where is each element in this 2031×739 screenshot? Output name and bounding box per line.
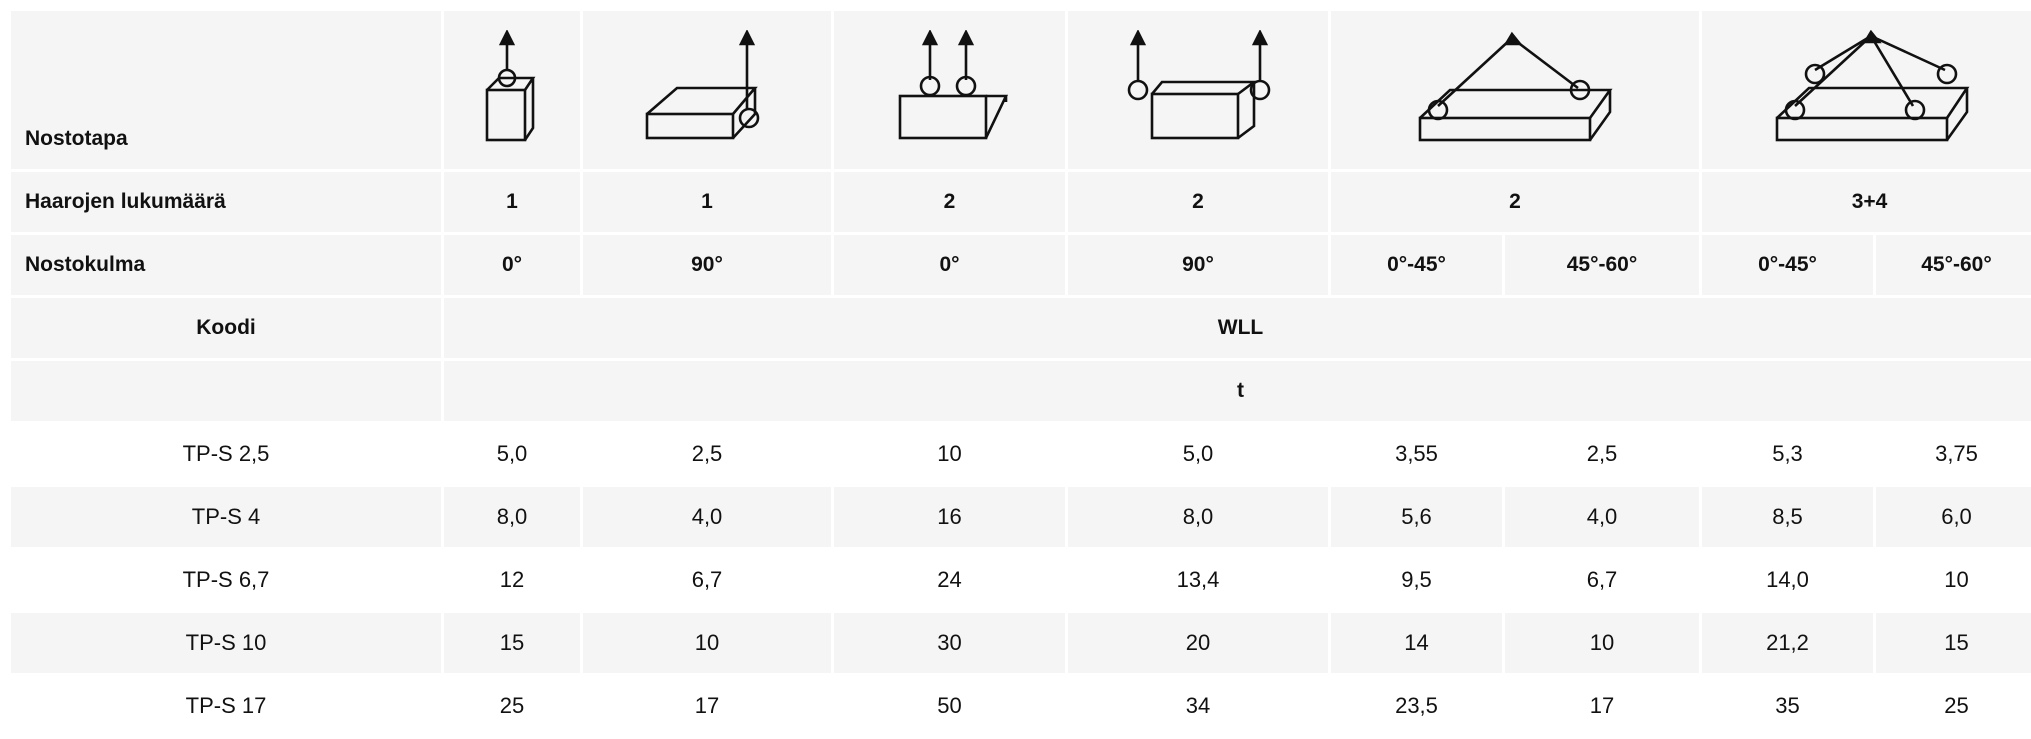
wll-value: 15 [1876,613,2031,673]
wll-value: 8,0 [1068,487,1328,547]
wll-value: 5,6 [1331,487,1502,547]
icon-cell [1068,11,1328,169]
wll-value: 3,55 [1331,424,1502,484]
unit-label: t [444,361,2031,421]
wll-value: 9,5 [1331,550,1502,610]
wll-value: 5,0 [1068,424,1328,484]
wll-value: 10 [1876,550,2031,610]
wll-value: 10 [583,613,831,673]
page: Nostotapa Haarojen lukumäärä 1 1 2 2 2 3+4 Nos… [25,30,1992,718]
legs-count: 3+4 [1702,172,2031,232]
wll-value: 8,0 [444,487,580,547]
wll-label: WLL [444,298,2031,358]
angle: 90° [1068,235,1328,295]
legs-label: Haarojen lukumäärä [11,172,441,232]
wll-value: 24 [834,550,1065,610]
code: TP-S 17 [11,676,441,736]
data-row: TP-S 17 25 17 50 34 23,5 17 35 25 [11,676,2031,736]
icon-cell [583,11,831,169]
icon [1127,30,1271,140]
wll-value: 2,5 [1505,424,1699,484]
legs-count: 2 [1331,172,1699,232]
angle: 45°-60° [1505,235,1699,295]
angle: 90° [583,235,831,295]
wll-value: 6,7 [1505,550,1699,610]
code-label: Koodi [11,298,441,358]
icon [1418,31,1613,142]
wll-value: 6,0 [1876,487,2031,547]
wll-value: 25 [444,676,580,736]
code-row: Koodi WLL [11,298,2031,358]
wll-value: 8,5 [1702,487,1873,547]
wll-value: 2,5 [583,424,831,484]
icon-cell [834,11,1065,169]
code: TP-S 4 [11,487,441,547]
icon [645,30,760,140]
angle: 0° [444,235,580,295]
unit-row: t [11,361,2031,421]
wll-value: 25 [1876,676,2031,736]
angle: 0°-45° [1702,235,1873,295]
data-row: TP-S 2,5 5,0 2,5 10 5,0 3,55 2,5 5,3 3,75 [11,424,2031,484]
wll-value: 3,75 [1876,424,2031,484]
angle: 0°-45° [1331,235,1502,295]
legs-count: 1 [583,172,831,232]
icon-cell [444,11,580,169]
angle: 0° [834,235,1065,295]
legs-count: 1 [444,172,580,232]
empty-cell [11,361,441,421]
wll-value: 4,0 [583,487,831,547]
wll-value: 50 [834,676,1065,736]
wll-value: 17 [1505,676,1699,736]
wll-value: 10 [834,424,1065,484]
icon [485,30,536,142]
data-row: TP-S 4 8,0 4,0 16 8,0 5,6 4,0 8,5 6,0 [11,487,2031,547]
wll-value: 16 [834,487,1065,547]
load-table: Nostotapa Haarojen lukumäärä 1 1 2 2 2 3+4 Nos… [8,8,2031,739]
wll-value: 23,5 [1331,676,1502,736]
legs-count: 2 [1068,172,1328,232]
code: TP-S 10 [11,613,441,673]
data-row: TP-S 6,7 12 6,7 24 13,4 9,5 6,7 14,0 10 [11,550,2031,610]
icon [898,30,1008,140]
code: TP-S 2,5 [11,424,441,484]
wll-value: 10 [1505,613,1699,673]
legs-row: Haarojen lukumäärä 1 1 2 2 2 3+4 [11,172,2031,232]
wll-value: 35 [1702,676,1873,736]
wll-value: 15 [444,613,580,673]
wll-value: 4,0 [1505,487,1699,547]
method-label: Nostotapa [11,11,441,169]
wll-value: 14 [1331,613,1502,673]
icon-cell [1331,11,1699,169]
wll-value: 21,2 [1702,613,1873,673]
icon [1775,30,1969,142]
wll-value: 34 [1068,676,1328,736]
angle-row: Nostokulma 0° 90° 0° 90° 0°-45° 45°-60° 0°-45° 4… [11,235,2031,295]
wll-value: 5,3 [1702,424,1873,484]
wll-value: 14,0 [1702,550,1873,610]
data-row: TP-S 10 15 10 30 20 14 10 21,2 15 [11,613,2031,673]
angle: 45°-60° [1876,235,2031,295]
code: TP-S 6,7 [11,550,441,610]
icon-cell [1702,11,2031,169]
wll-value: 12 [444,550,580,610]
wll-value: 13,4 [1068,550,1328,610]
wll-value: 17 [583,676,831,736]
method-row: Nostotapa [11,11,2031,169]
legs-count: 2 [834,172,1065,232]
wll-value: 20 [1068,613,1328,673]
wll-value: 30 [834,613,1065,673]
wll-value: 6,7 [583,550,831,610]
wll-value: 5,0 [444,424,580,484]
angle-label: Nostokulma [11,235,441,295]
